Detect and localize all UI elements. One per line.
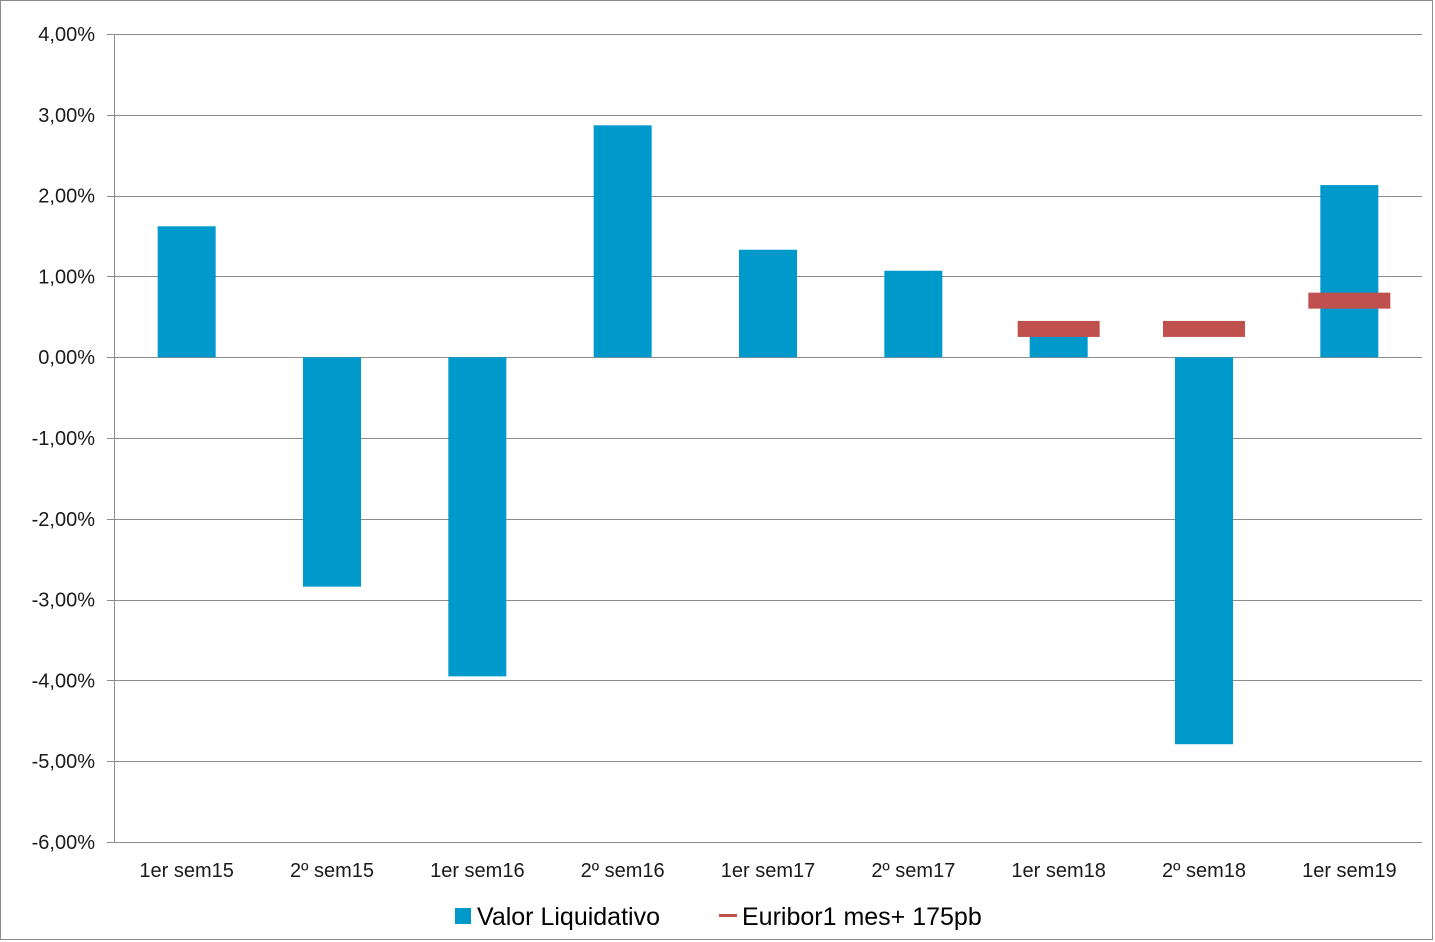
bar [157, 226, 216, 358]
bar [1175, 357, 1233, 745]
bar [1029, 336, 1088, 358]
y-tick-label: 4,00% [38, 24, 95, 46]
bar [593, 125, 652, 358]
legend-label: Valor Liquidativo [477, 903, 660, 931]
y-axis-tick-labels: 4,00% 3,00% 2,00% 1,00% 0,00% -1,00% -2,00% -3,… [32, 24, 96, 854]
axes [107, 34, 115, 843]
y-tick-label: -6,00% [32, 832, 96, 854]
benchmark-marker [1308, 292, 1391, 309]
x-tick-label: 2º sem17 [871, 860, 955, 882]
x-tick-label: 1er sem16 [430, 860, 525, 882]
x-tick-label: 1er sem17 [721, 860, 816, 882]
bar [303, 357, 361, 587]
x-tick-label: 2º sem16 [581, 860, 665, 882]
bars [157, 125, 1379, 745]
y-tick-label: -5,00% [32, 751, 96, 773]
y-tick-label: -2,00% [32, 509, 96, 531]
bar [448, 357, 507, 677]
benchmark-marker [1017, 320, 1100, 337]
legend-item-bar-series: Valor Liquidativo [455, 903, 660, 931]
markers [1017, 292, 1391, 337]
y-tick-label: 2,00% [38, 186, 95, 208]
x-tick-label: 2º sem18 [1162, 860, 1246, 882]
bar [739, 249, 797, 358]
x-tick-label: 2º sem15 [290, 860, 374, 882]
x-tick-label: 1er sem19 [1302, 860, 1397, 882]
bar [884, 270, 943, 358]
y-tick-label: -3,00% [32, 590, 96, 612]
x-tick-label: 1er sem18 [1011, 860, 1106, 882]
bar [1320, 185, 1379, 358]
y-tick-label: -1,00% [32, 428, 96, 450]
y-tick-label: 1,00% [38, 266, 95, 288]
x-tick-label: 1er sem15 [139, 860, 234, 882]
legend-item-marker-series: Euribor1 mes+ 175pb [719, 903, 982, 931]
legend: Valor Liquidativo Euribor1 mes+ 175pb [455, 903, 982, 931]
legend-swatch-dash [719, 914, 737, 917]
benchmark-marker [1163, 320, 1245, 337]
y-tick-label: -4,00% [32, 670, 96, 692]
legend-swatch-square [455, 908, 471, 924]
x-axis-tick-labels: 1er sem15 2º sem15 1er sem16 2º sem16 1er se… [139, 860, 1396, 882]
y-tick-label: 0,00% [38, 347, 95, 369]
y-tick-label: 3,00% [38, 105, 95, 127]
legend-label: Euribor1 mes+ 175pb [742, 903, 982, 931]
